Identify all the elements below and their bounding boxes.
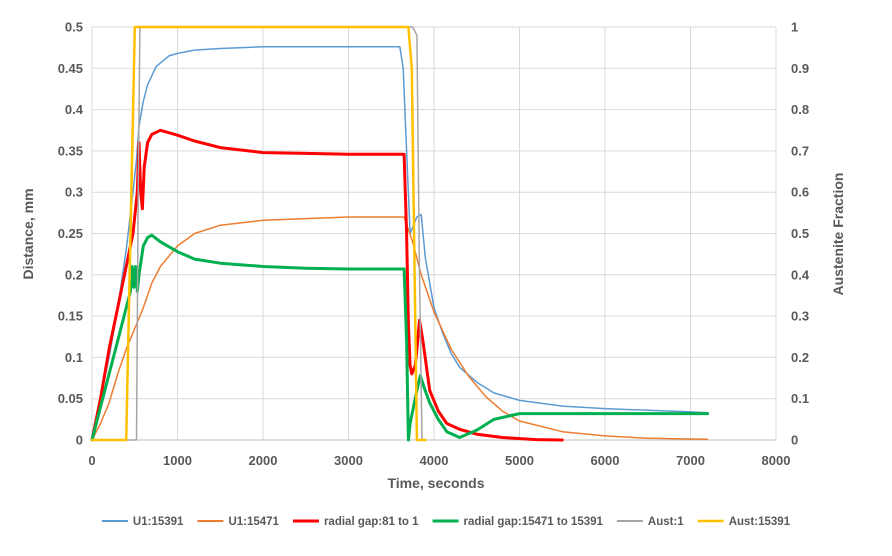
series-line-aust-15391 xyxy=(90,25,427,442)
y-right-tick-label: 0.2 xyxy=(791,350,809,365)
y-right-tick-label: 0.7 xyxy=(791,143,809,158)
y-left-tick-label: 0.4 xyxy=(65,102,84,117)
y-right-tick-label: 0.8 xyxy=(791,102,809,117)
y-left-tick-label: 0.1 xyxy=(65,350,83,365)
x-tick-label: 2000 xyxy=(249,453,278,468)
y-left-tick-label: 0.5 xyxy=(65,20,83,35)
y-left-tick-label: 0.25 xyxy=(58,226,83,241)
series-line-u1-15391 xyxy=(91,46,709,441)
y-right-tick-label: 0.4 xyxy=(791,267,810,282)
legend-label: Aust:15391 xyxy=(729,516,791,528)
tick-labels: 0 0.05 0.1 0.15 0.2 0.25 0.3 0.35 0.4 0.45 0.5 0 0.1… xyxy=(58,20,810,469)
y-right-tick-label: 0.6 xyxy=(791,185,809,200)
legend-label: U1:15471 xyxy=(228,516,279,528)
x-tick-label: 1000 xyxy=(163,453,192,468)
series-line-radial-gap-15471-to-15391 xyxy=(90,233,710,442)
y-right-tick-label: 0.1 xyxy=(791,391,809,406)
legend: U1:15391 U1:15471 radial gap:81 to 1 radial… xyxy=(101,516,791,528)
y-left-axis-title: Distance, mm xyxy=(20,188,36,279)
legend-label: radial gap:81 to 1 xyxy=(324,516,419,528)
x-tick-label: 0 xyxy=(88,453,95,468)
x-axis-title: Time, seconds xyxy=(387,475,484,491)
x-tick-label: 6000 xyxy=(591,453,620,468)
series-line-radial-gap-81-to-1 xyxy=(90,128,564,442)
legend-label: radial gap:15471 to 15391 xyxy=(464,516,604,528)
y-left-tick-label: 0.15 xyxy=(58,309,83,324)
x-tick-label: 5000 xyxy=(505,453,534,468)
y-left-tick-label: 0.35 xyxy=(58,143,83,158)
y-right-tick-label: 1 xyxy=(791,20,798,35)
legend-label: U1:15391 xyxy=(133,516,184,528)
y-right-tick-label: 0.3 xyxy=(791,309,809,324)
x-tick-label: 4000 xyxy=(420,453,449,468)
series-lines xyxy=(90,25,710,442)
legend-label: Aust:1 xyxy=(648,516,684,528)
y-left-tick-label: 0.3 xyxy=(65,185,83,200)
y-left-tick-label: 0.45 xyxy=(58,61,83,76)
y-right-tick-label: 0.5 xyxy=(791,226,809,241)
y-right-axis-title: Austenite Fraction xyxy=(830,173,846,296)
y-right-tick-label: 0 xyxy=(791,433,798,448)
y-left-tick-label: 0 xyxy=(76,433,83,448)
y-left-tick-label: 0.05 xyxy=(58,391,83,406)
series-line-u1-15471 xyxy=(91,216,709,441)
x-tick-label: 3000 xyxy=(334,453,363,468)
y-right-tick-label: 0.9 xyxy=(791,61,809,76)
x-tick-label: 8000 xyxy=(762,453,791,468)
x-tick-label: 7000 xyxy=(676,453,705,468)
y-left-tick-label: 0.2 xyxy=(65,267,83,282)
